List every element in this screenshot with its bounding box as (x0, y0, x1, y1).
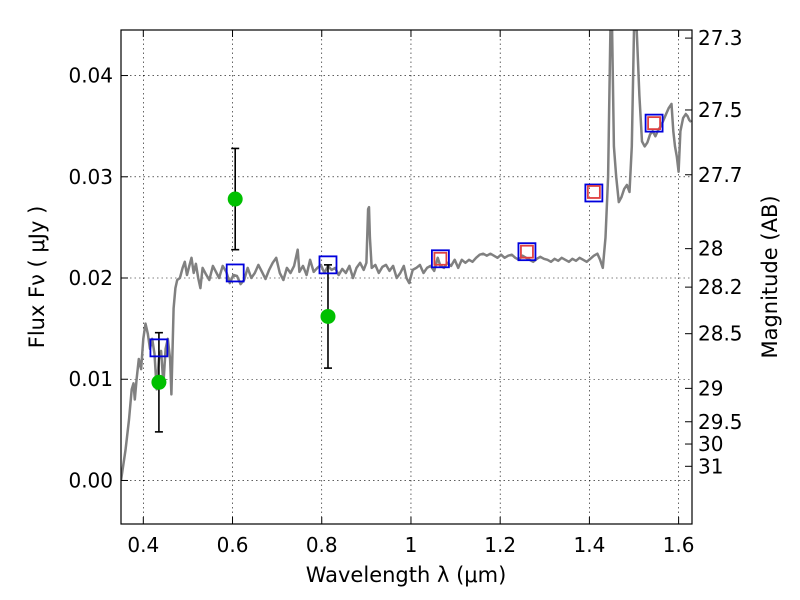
x-tick-label: 1 (405, 533, 418, 557)
x-tick-label: 0.8 (306, 533, 338, 557)
x-tick-label: 0.4 (127, 533, 159, 557)
plot-frame (120, 29, 693, 525)
magnitude-tick-label: 28.2 (698, 275, 743, 299)
data-point-square (433, 251, 448, 266)
axis-ticks (121, 30, 692, 524)
x-tick-label: 1.2 (484, 533, 516, 557)
magnitude-tick-label: 29.5 (698, 410, 743, 434)
data-point-circle (227, 191, 243, 207)
y-tick-labels: 0.00 0.01 0.02 0.03 0.04 (68, 64, 113, 493)
y-tick-label: 0.00 (68, 468, 113, 492)
data-point-square (584, 183, 604, 203)
y-tick-label: 0.02 (68, 266, 113, 290)
data-point-square (520, 244, 534, 259)
grid-lines (121, 30, 692, 524)
data-point-square (149, 338, 169, 358)
marker-layer (149, 113, 664, 390)
x-tick-label: 1.6 (663, 533, 695, 557)
y-tick-label: 0.01 (68, 367, 113, 391)
x-tick-labels: 0.4 0.6 0.8 1 1.2 1.4 1.6 (127, 533, 694, 557)
y-axis-title: Flux Fν ( μJy ) (25, 206, 49, 349)
magnitude-tick-label: 28 (698, 237, 723, 261)
right-axis-title: Magnitude (AB) (758, 195, 782, 358)
data-point-square (225, 263, 245, 283)
data-point-square (431, 249, 450, 269)
model-spectrum-layer (121, 30, 692, 481)
data-point-square (644, 113, 664, 133)
data-point-square (517, 242, 537, 262)
magnitude-tick-label: 30 (698, 432, 723, 456)
y-tick-label: 0.04 (68, 64, 113, 88)
data-point-square (586, 185, 601, 199)
x-tick-label: 0.6 (217, 533, 249, 557)
magnitude-tick-label: 31 (698, 454, 723, 478)
magnitude-tick-label: 29 (698, 376, 723, 400)
y-tick-label: 0.03 (68, 165, 113, 189)
magnitude-tick-label: 27.7 (698, 163, 743, 187)
model-spectrum-line (121, 30, 692, 481)
magnitude-tick-label: 27.5 (698, 98, 743, 122)
data-point-circle (151, 374, 167, 390)
data-point-square (647, 116, 661, 131)
magnitude-tick-label: 27.3 (698, 26, 743, 50)
magnitude-tick-label: 28.5 (698, 322, 743, 346)
x-tick-label: 1.4 (573, 533, 605, 557)
x-axis-title: Wavelength λ (μm) (306, 563, 507, 587)
data-point-circle (320, 308, 336, 324)
data-point-square (318, 255, 338, 275)
